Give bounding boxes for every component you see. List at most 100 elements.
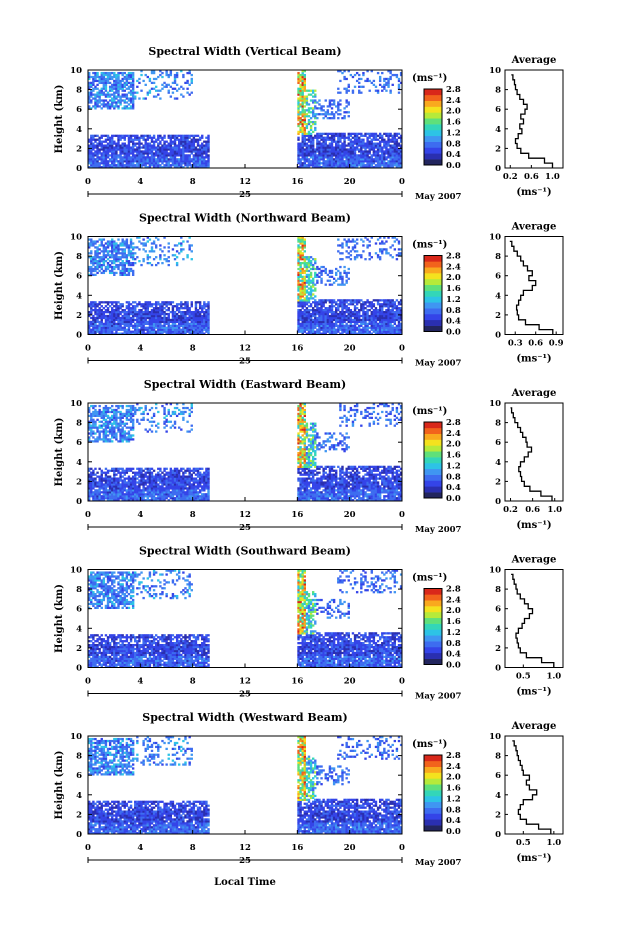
heatmap-cell bbox=[360, 77, 363, 81]
heatmap-cell bbox=[94, 316, 97, 320]
heatmap-cell bbox=[381, 154, 384, 157]
heatmap-cell bbox=[349, 142, 353, 145]
heatmap-cell bbox=[131, 142, 135, 145]
heatmap-cell bbox=[90, 489, 93, 492]
heatmap-cell bbox=[98, 244, 101, 247]
heatmap-cell bbox=[332, 138, 336, 141]
heatmap-cell bbox=[184, 312, 187, 316]
heatmap-cell bbox=[106, 166, 110, 169]
heatmap-cell bbox=[94, 246, 97, 249]
heatmap-cell bbox=[94, 493, 97, 496]
heatmap-cell bbox=[165, 332, 168, 335]
heatmap-cell bbox=[324, 156, 327, 159]
heatmap-cell bbox=[207, 156, 210, 159]
heatmap-cell bbox=[345, 273, 348, 276]
heatmap-cell bbox=[186, 136, 189, 139]
heatmap-cell bbox=[391, 326, 394, 329]
heatmap-cell bbox=[322, 320, 325, 324]
heatmap-cell bbox=[203, 146, 206, 149]
heatmap-cell bbox=[337, 156, 340, 159]
heatmap-cell bbox=[376, 71, 380, 75]
heatmap-cell bbox=[138, 146, 141, 149]
heatmap-cell bbox=[335, 158, 338, 161]
heatmap-cell bbox=[94, 99, 97, 102]
heatmap-cell bbox=[90, 467, 93, 470]
heatmap-cell bbox=[299, 242, 302, 245]
heatmap-cell bbox=[113, 91, 116, 94]
heatmap-cell bbox=[188, 322, 191, 325]
heatmap-cell bbox=[104, 267, 108, 271]
heatmap-cell bbox=[154, 309, 158, 312]
heatmap-cell bbox=[108, 150, 112, 153]
heatmap-cell bbox=[314, 261, 317, 265]
heatmap-cell bbox=[104, 87, 108, 90]
heatmap-cell bbox=[347, 132, 350, 135]
heatmap-cell bbox=[100, 330, 103, 333]
heatmap-cell bbox=[351, 162, 355, 165]
heatmap-cell bbox=[196, 160, 200, 163]
heatmap-cell bbox=[134, 154, 137, 157]
heatmap-cell bbox=[106, 254, 110, 257]
heatmap-cell bbox=[104, 103, 108, 106]
heatmap-cell bbox=[326, 330, 330, 333]
heatmap-cell bbox=[92, 422, 95, 425]
heatmap-cell bbox=[320, 281, 323, 284]
heatmap-cell bbox=[345, 324, 348, 327]
heatmap-cell bbox=[178, 140, 181, 143]
heatmap-cell bbox=[163, 152, 166, 155]
heatmap-cell bbox=[88, 312, 91, 316]
heatmap-cell bbox=[391, 138, 394, 141]
heatmap-cell bbox=[104, 314, 108, 318]
heatmap-cell bbox=[127, 309, 131, 312]
heatmap-cell bbox=[305, 132, 309, 135]
heatmap-cell bbox=[121, 310, 124, 314]
heatmap-cell bbox=[301, 279, 304, 282]
heatmap-cell bbox=[378, 242, 382, 245]
heatmap-cell bbox=[316, 164, 319, 167]
heatmap-cell bbox=[127, 273, 131, 276]
heatmap-cell bbox=[339, 134, 342, 137]
heatmap-cell bbox=[330, 320, 334, 324]
heatmap-cell bbox=[90, 418, 93, 421]
heatmap-cell bbox=[159, 140, 162, 143]
heatmap-cell bbox=[102, 85, 106, 88]
heatmap-cell bbox=[148, 162, 152, 165]
heatmap-cell bbox=[353, 312, 357, 316]
heatmap-cell bbox=[152, 326, 156, 329]
heatmap-cell bbox=[92, 314, 95, 318]
heatmap-cell bbox=[90, 158, 93, 161]
heatmap-cell bbox=[131, 252, 135, 255]
heatmap-cell bbox=[138, 332, 141, 335]
heatmap-cell bbox=[320, 148, 323, 151]
heatmap-cell bbox=[127, 260, 131, 263]
heatmap-cell bbox=[178, 324, 181, 327]
heatmap-cell bbox=[115, 330, 118, 333]
heatmap-cell bbox=[108, 240, 112, 243]
heatmap-cell bbox=[94, 328, 97, 331]
heatmap-cell bbox=[314, 122, 317, 126]
heatmap-cell bbox=[165, 322, 168, 325]
heatmap-cell bbox=[140, 150, 143, 153]
heatmap-cell bbox=[108, 328, 112, 331]
heatmap-cell bbox=[111, 166, 114, 169]
heatmap-cell bbox=[182, 138, 185, 141]
heatmap-cell bbox=[374, 144, 378, 147]
heatmap-cell bbox=[152, 160, 156, 163]
y-tick-label: 8 bbox=[76, 252, 82, 262]
heatmap-cell bbox=[399, 248, 403, 251]
heatmap-cell bbox=[311, 109, 315, 112]
heatmap-cell bbox=[163, 146, 166, 149]
heatmap-cell bbox=[186, 156, 189, 159]
heatmap-cell bbox=[301, 113, 304, 116]
heatmap-cell bbox=[303, 238, 306, 241]
heatmap-cell bbox=[171, 87, 175, 90]
heatmap-cell bbox=[385, 146, 388, 149]
heatmap-cell bbox=[119, 85, 122, 88]
heatmap-cell bbox=[360, 160, 363, 163]
heatmap-cell bbox=[314, 101, 317, 104]
heatmap-cell bbox=[131, 273, 135, 276]
heatmap-cell bbox=[127, 75, 131, 79]
heatmap-cell bbox=[328, 316, 332, 320]
heatmap-cell bbox=[335, 314, 338, 318]
heatmap-cell bbox=[299, 309, 302, 312]
